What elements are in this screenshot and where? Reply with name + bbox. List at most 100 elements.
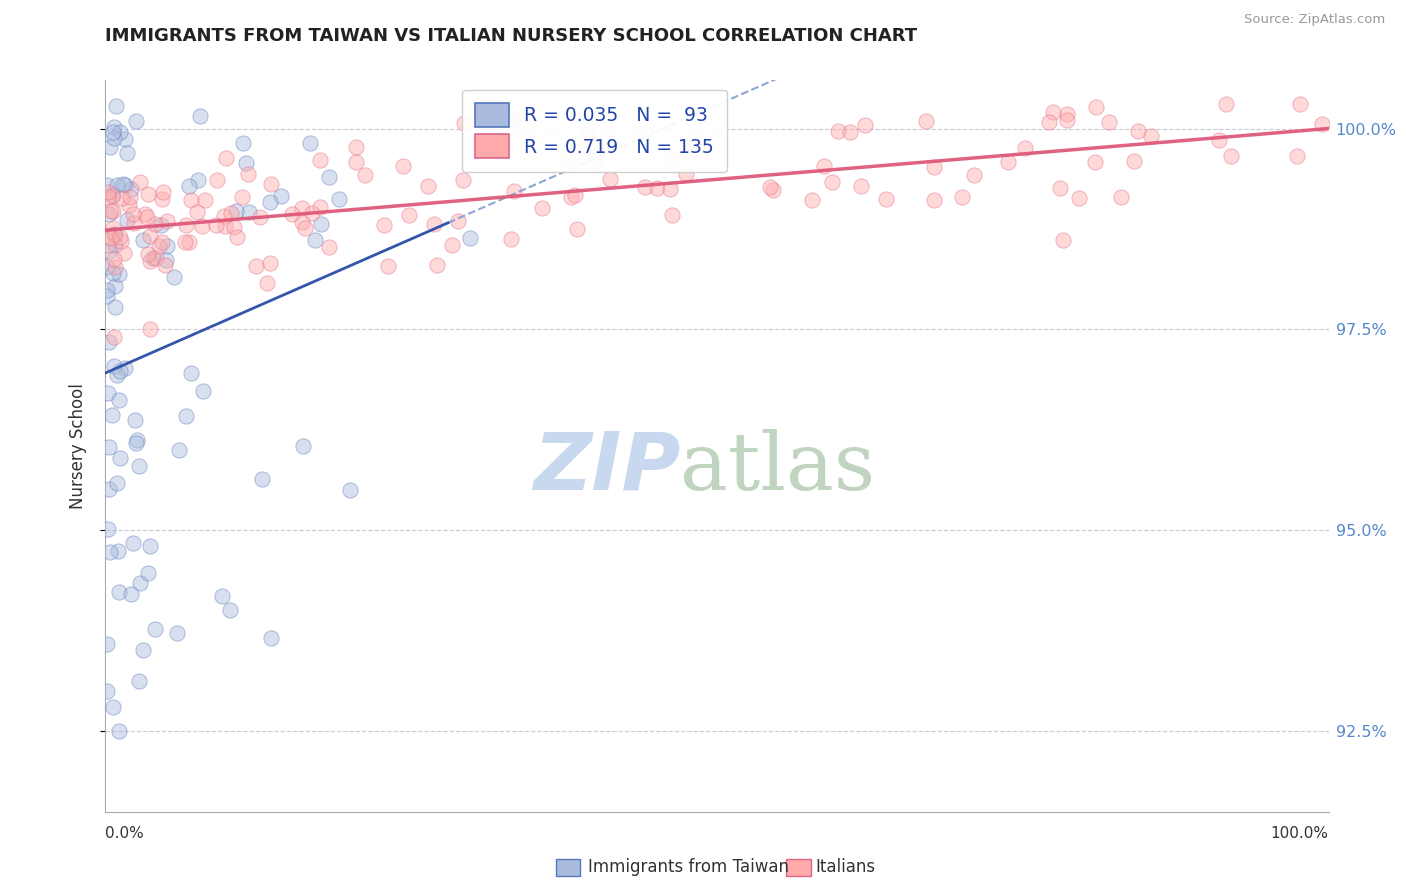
Point [132,233,155,247]
Point [150,192,173,206]
Point [101,189,124,203]
Point [1042,105,1064,120]
Point [112,246,135,260]
Point [127,433,149,447]
Point [105,99,128,113]
Point [458,230,481,244]
Point [259,194,281,209]
Point [853,118,876,132]
Text: Source: ZipAtlas.com: Source: ZipAtlas.com [1244,13,1385,27]
Point [104,279,127,293]
Point [225,204,247,219]
Point [675,168,697,182]
Point [98,482,121,496]
Point [659,182,682,196]
Point [120,182,142,196]
Point [1208,133,1230,147]
Point [97,244,120,259]
Point [98,440,121,454]
Point [143,622,166,636]
Point [187,173,209,187]
Point [318,169,340,184]
Point [682,141,704,155]
Point [851,178,873,193]
Point [211,589,233,603]
Point [238,204,260,219]
Point [1014,141,1036,155]
Point [101,125,124,139]
Point [108,724,131,739]
Point [103,330,125,344]
Point [125,435,148,450]
Point [309,217,332,231]
Point [304,233,326,247]
Legend: R = 0.035   N =  93, R = 0.719   N = 135: R = 0.035 N = 93, R = 0.719 N = 135 [463,90,727,171]
Point [1085,100,1108,114]
Point [259,631,281,645]
Point [447,213,470,227]
Point [249,210,271,224]
Point [101,220,124,235]
Point [111,177,134,191]
Text: Immigrants from Taiwan: Immigrants from Taiwan [588,858,789,876]
Point [179,193,201,207]
Point [98,140,121,154]
Point [1286,148,1309,162]
Point [188,109,211,123]
Point [103,131,125,145]
Point [166,626,188,640]
Point [105,476,128,491]
Point [103,204,125,219]
Point [108,450,131,465]
Point [582,153,605,168]
Point [1056,106,1078,120]
Point [963,168,986,182]
Point [762,183,785,197]
Point [96,683,118,698]
Point [107,543,129,558]
Point [318,240,340,254]
Point [177,179,200,194]
Point [291,201,314,215]
Point [193,193,215,207]
Point [1215,97,1237,112]
Point [120,587,142,601]
Point [827,124,849,138]
Point [115,146,138,161]
Point [503,184,526,198]
Point [163,269,186,284]
Point [118,190,141,204]
Point [121,536,143,550]
Point [418,179,440,194]
Point [108,230,131,244]
Point [441,238,464,252]
Point [96,637,118,651]
Point [1128,124,1150,138]
Point [301,205,323,219]
Point [174,235,197,249]
Point [231,189,253,203]
Point [132,642,155,657]
Point [1067,191,1090,205]
Point [1288,97,1310,112]
Point [139,322,162,336]
Point [564,188,586,202]
Point [328,192,350,206]
Point [96,178,118,193]
Point [139,539,162,553]
Point [125,114,148,128]
Point [583,139,606,153]
Point [270,189,292,203]
Point [502,112,524,126]
Point [105,368,128,383]
Point [128,673,150,688]
Point [177,235,200,249]
Point [100,230,122,244]
Point [155,252,177,267]
Point [915,114,938,128]
Point [97,522,120,536]
Point [100,203,122,218]
Point [759,180,782,194]
Point [501,232,523,246]
Point [207,173,229,187]
